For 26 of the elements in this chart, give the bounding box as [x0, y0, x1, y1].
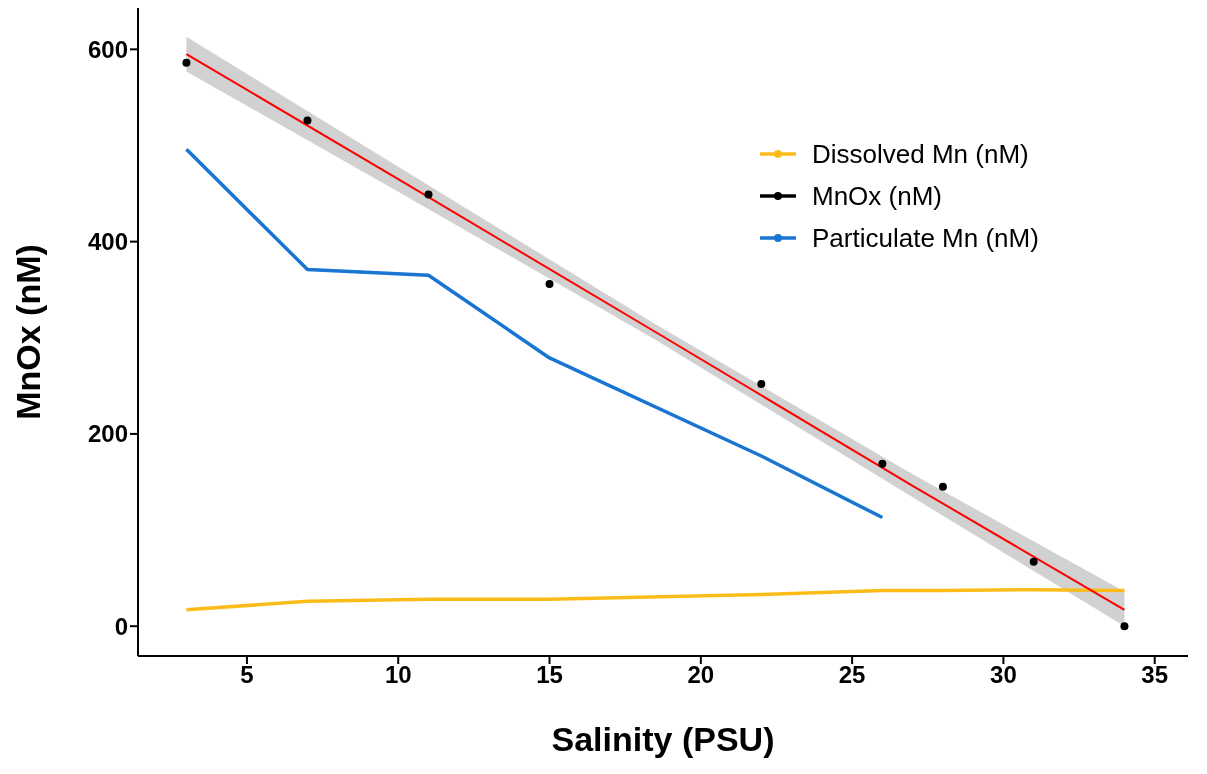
point — [757, 379, 766, 388]
point — [303, 116, 312, 125]
x-tick-label: 10 — [384, 661, 412, 689]
y-tick-label: 600 — [87, 35, 128, 63]
point — [545, 279, 554, 288]
x-tick-label: 35 — [1141, 661, 1169, 689]
legend-label: MnOx (nM) — [812, 180, 942, 212]
point — [1029, 557, 1038, 566]
y-tick-label: 0 — [114, 612, 128, 640]
line-series — [184, 587, 1127, 612]
x-tick-label: 15 — [536, 661, 563, 689]
x-axis-title: Salinity (PSU) — [551, 720, 775, 758]
point — [938, 482, 947, 491]
y-tick-label: 400 — [87, 228, 128, 256]
legend-label: Dissolved Mn (nM) — [812, 138, 1029, 170]
point — [182, 58, 191, 67]
point — [878, 459, 887, 468]
y-tick-label: 200 — [87, 420, 128, 448]
legend-label: Particulate Mn (nM) — [812, 222, 1039, 254]
x-tick-label: 20 — [687, 661, 715, 689]
x-tick-label: 30 — [990, 661, 1017, 689]
y-axis-title: MnOx (nM) — [9, 244, 48, 420]
point — [424, 190, 433, 199]
x-tick-label: 25 — [838, 661, 866, 689]
x-tick-label: 5 — [240, 661, 254, 689]
point — [1120, 622, 1129, 631]
